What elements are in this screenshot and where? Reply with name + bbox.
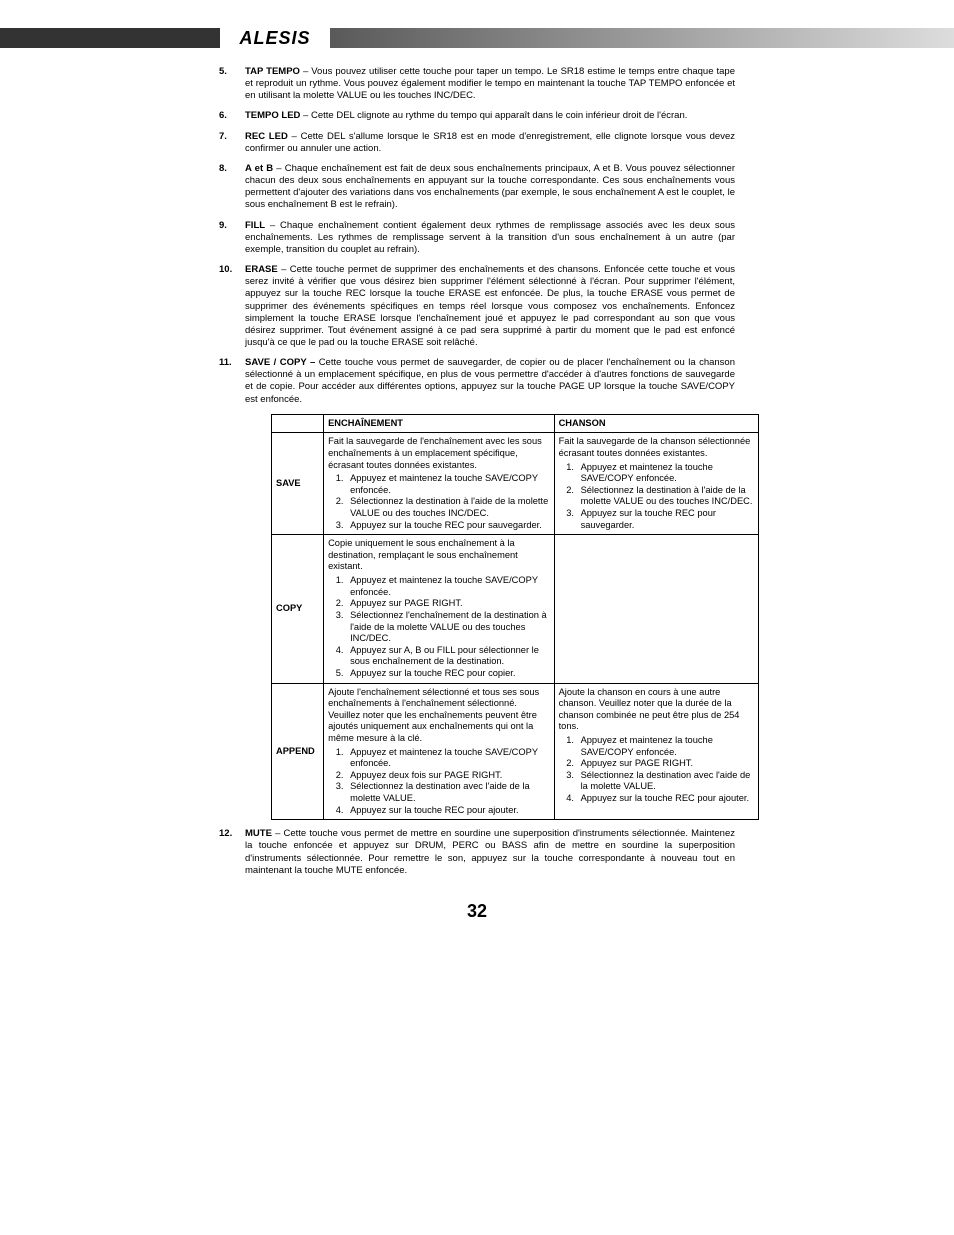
step: Appuyez et maintenez la touche SAVE/COPY… [346,473,549,496]
item-label: ERASE [245,264,278,275]
item-text: – Cette touche vous permet de mettre en … [245,828,735,875]
th-enchainement: ENCHAÎNEMENT [324,414,554,433]
item-label: TAP TEMPO [245,66,300,77]
step: Appuyez sur la touche REC pour copier. [346,668,549,680]
table-header-row: ENCHAÎNEMENT CHANSON [272,414,759,433]
step: Appuyez sur PAGE RIGHT. [346,598,549,610]
save-enchainement: Fait la sauvegarde de l'enchaînement ave… [324,433,554,535]
item-8: 8. A et B – Chaque enchaînement est fait… [219,163,735,212]
item-number: 10. [219,264,245,349]
step: Appuyez sur la touche REC pour sauvegard… [346,520,549,532]
cell-intro: Ajoute l'enchaînement sélectionné et tou… [328,687,539,743]
step: Appuyez sur A, B ou FILL pour sélectionn… [346,645,549,668]
step: Appuyez et maintenez la touche SAVE/COPY… [346,747,549,770]
numbered-list-bottom: 12. MUTE – Cette touche vous permet de m… [219,828,735,877]
page-header: ALESIS [0,0,954,48]
step: Sélectionnez la destination à l'aide de … [577,485,754,508]
item-number: 12. [219,828,245,877]
item-text: – Cette touche permet de supprimer des e… [245,264,735,348]
item-5: 5. TAP TEMPO – Vous pouvez utiliser cett… [219,66,735,102]
item-label: FILL [245,220,265,231]
item-number: 8. [219,163,245,212]
item-number: 5. [219,66,245,102]
step: Sélectionnez la destination avec l'aide … [346,781,549,804]
item-number: 11. [219,357,245,406]
item-label: SAVE / COPY – [245,357,315,368]
cell-steps: Appuyez et maintenez la touche SAVE/COPY… [559,462,754,532]
item-7: 7. REC LED – Cette DEL s'allume lorsque … [219,131,735,155]
header-strip: ALESIS [0,28,954,48]
copy-chanson [554,535,758,683]
table-row-append: APPEND Ajoute l'enchaînement sélectionné… [272,683,759,820]
item-11: 11. SAVE / COPY – Cette touche vous perm… [219,357,735,406]
step: Appuyez et maintenez la touche SAVE/COPY… [577,462,754,485]
op-copy: COPY [272,535,324,683]
cell-steps: Appuyez et maintenez la touche SAVE/COPY… [559,735,754,805]
append-chanson: Ajoute la chanson en cours à une autre c… [554,683,758,820]
step: Sélectionnez l'enchaînement de la destin… [346,610,549,645]
item-number: 6. [219,110,245,122]
function-table: ENCHAÎNEMENT CHANSON SAVE Fait la sauveg… [271,414,759,821]
item-label: MUTE [245,828,272,839]
save-chanson: Fait la sauvegarde de la chanson sélecti… [554,433,758,535]
item-text: – Chaque enchaînement est fait de deux s… [245,163,735,210]
item-label: TEMPO LED [245,110,300,121]
append-enchainement: Ajoute l'enchaînement sélectionné et tou… [324,683,554,820]
step: Appuyez deux fois sur PAGE RIGHT. [346,770,549,782]
item-text: – Vous pouvez utiliser cette touche pour… [245,66,735,101]
cell-steps: Appuyez et maintenez la touche SAVE/COPY… [328,473,549,531]
table-row-save: SAVE Fait la sauvegarde de l'enchaînemen… [272,433,759,535]
item-number: 7. [219,131,245,155]
copy-enchainement: Copie uniquement le sous enchaînement à … [324,535,554,683]
alesis-logo: ALESIS [220,28,330,48]
op-append: APPEND [272,683,324,820]
numbered-list: 5. TAP TEMPO – Vous pouvez utiliser cett… [219,66,735,406]
item-12: 12. MUTE – Cette touche vous permet de m… [219,828,735,877]
step: Appuyez et maintenez la touche SAVE/COPY… [577,735,754,758]
cell-intro: Fait la sauvegarde de la chanson sélecti… [559,436,751,458]
step: Appuyez et maintenez la touche SAVE/COPY… [346,575,549,598]
cell-intro: Copie uniquement le sous enchaînement à … [328,538,518,571]
table-row-copy: COPY Copie uniquement le sous enchaîneme… [272,535,759,683]
item-9: 9. FILL – Chaque enchaînement contient é… [219,220,735,256]
item-label: REC LED [245,131,288,142]
item-6: 6. TEMPO LED – Cette DEL clignote au ryt… [219,110,735,122]
item-text: – Cette DEL s'allume lorsque le SR18 est… [245,131,735,154]
cell-intro: Ajoute la chanson en cours à une autre c… [559,687,740,732]
item-number: 9. [219,220,245,256]
item-text: Cette touche vous permet de sauvegarder,… [245,357,735,404]
step: Sélectionnez la destination avec l'aide … [577,770,754,793]
step: Appuyez sur la touche REC pour sauvegard… [577,508,754,531]
item-text: – Cette DEL clignote au rythme du tempo … [300,110,687,121]
cell-steps: Appuyez et maintenez la touche SAVE/COPY… [328,575,549,679]
item-10: 10. ERASE – Cette touche permet de suppr… [219,264,735,349]
th-chanson: CHANSON [554,414,758,433]
page-number: 32 [219,901,735,922]
th-blank [272,414,324,433]
item-label: A et B [245,163,273,174]
page-content: 5. TAP TEMPO – Vous pouvez utiliser cett… [219,66,735,922]
step: Sélectionnez la destination à l'aide de … [346,496,549,519]
step: Appuyez sur la touche REC pour ajouter. [577,793,754,805]
cell-intro: Fait la sauvegarde de l'enchaînement ave… [328,436,542,469]
op-save: SAVE [272,433,324,535]
step: Appuyez sur la touche REC pour ajouter. [346,805,549,817]
step: Appuyez sur PAGE RIGHT. [577,758,754,770]
item-text: – Chaque enchaînement contient également… [245,220,735,255]
cell-steps: Appuyez et maintenez la touche SAVE/COPY… [328,747,549,817]
